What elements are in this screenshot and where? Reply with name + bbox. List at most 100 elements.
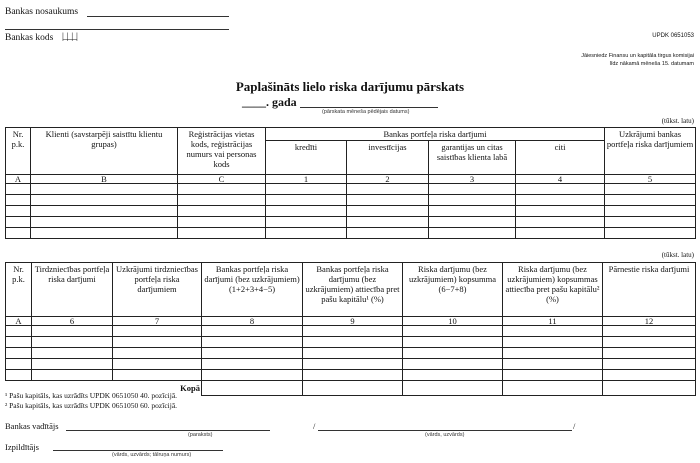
table-cell[interactable]: [346, 227, 429, 239]
submission-note-line: līdz nākamā mēneša 15. datumam: [609, 61, 694, 67]
table-cell[interactable]: [428, 183, 516, 195]
table-cell[interactable]: [265, 227, 347, 239]
table-cell[interactable]: [5, 216, 31, 228]
date-field[interactable]: [300, 107, 438, 108]
table-cell[interactable]: [177, 205, 266, 217]
table-cell[interactable]: [602, 347, 696, 359]
table-cell[interactable]: [201, 369, 303, 381]
table-cell[interactable]: [5, 227, 31, 239]
table-cell[interactable]: [31, 369, 113, 381]
table-cell[interactable]: [201, 325, 303, 337]
table-cell[interactable]: [428, 216, 516, 228]
executor-field[interactable]: [53, 450, 223, 451]
total-cell[interactable]: [502, 380, 603, 396]
table-cell[interactable]: [602, 325, 696, 337]
table-cell[interactable]: [602, 369, 696, 381]
table-cell[interactable]: [177, 194, 266, 206]
table-cell[interactable]: [5, 369, 32, 381]
table-cell[interactable]: [602, 336, 696, 348]
table-cell[interactable]: [31, 358, 113, 370]
table-cell[interactable]: [5, 347, 32, 359]
table-cell[interactable]: [5, 183, 31, 195]
table-cell[interactable]: [302, 347, 403, 359]
total-cell[interactable]: [201, 380, 303, 396]
table-cell[interactable]: [112, 347, 202, 359]
column-header: Uzkrājumi tirdzniecības portfeļa riska d…: [112, 262, 202, 317]
table-cell[interactable]: [604, 205, 697, 217]
table-cell[interactable]: [346, 183, 429, 195]
table-cell[interactable]: [514, 205, 606, 217]
table-cell[interactable]: [265, 205, 347, 217]
table-cell[interactable]: [402, 347, 503, 359]
table-cell[interactable]: [514, 194, 606, 206]
table-cell[interactable]: [402, 325, 503, 337]
table-cell[interactable]: [402, 369, 503, 381]
table-cell[interactable]: [502, 336, 603, 348]
table-cell[interactable]: [177, 227, 266, 239]
table-cell[interactable]: [265, 183, 347, 195]
table-cell[interactable]: [302, 358, 403, 370]
table-cell[interactable]: [31, 347, 113, 359]
table-cell[interactable]: [514, 216, 606, 228]
table-cell[interactable]: [346, 216, 429, 228]
bank-name-field[interactable]: [87, 16, 229, 17]
table-cell[interactable]: [177, 216, 266, 228]
table-cell[interactable]: [5, 325, 32, 337]
table-cell[interactable]: [112, 358, 202, 370]
table-cell[interactable]: [112, 325, 202, 337]
table-cell[interactable]: [346, 194, 429, 206]
table-cell[interactable]: [502, 358, 603, 370]
form-code: UPDK 0651053: [652, 33, 694, 39]
table-cell[interactable]: [201, 358, 303, 370]
table-cell[interactable]: [428, 227, 516, 239]
column-code: B: [30, 174, 178, 184]
table-cell[interactable]: [402, 336, 503, 348]
bank-name-field-line2[interactable]: [5, 29, 229, 30]
table-cell[interactable]: [112, 336, 202, 348]
table-cell[interactable]: [265, 216, 347, 228]
table-cell[interactable]: [5, 336, 32, 348]
table-cell[interactable]: [302, 336, 403, 348]
table-cell[interactable]: [31, 325, 113, 337]
table-cell[interactable]: [602, 358, 696, 370]
total-cell[interactable]: [602, 380, 696, 396]
table-cell[interactable]: [428, 205, 516, 217]
table-cell[interactable]: [30, 205, 178, 217]
table-cell[interactable]: [514, 183, 606, 195]
table-cell[interactable]: [30, 216, 178, 228]
table-cell[interactable]: [402, 358, 503, 370]
table-cell[interactable]: [502, 347, 603, 359]
total-cell[interactable]: [402, 380, 503, 396]
table-cell[interactable]: [604, 183, 697, 195]
table-cell[interactable]: [30, 194, 178, 206]
table-cell[interactable]: [177, 183, 266, 195]
table-cell[interactable]: [112, 369, 202, 381]
table-cell[interactable]: [514, 227, 606, 239]
column-header: citi: [514, 140, 606, 175]
bank-code-field[interactable]: |_|_|_|: [62, 32, 78, 42]
table-cell[interactable]: [201, 336, 303, 348]
table-cell[interactable]: [302, 369, 403, 381]
table-cell[interactable]: [604, 227, 697, 239]
column-header: Tirdzniecības portfeļa riska darījumi: [31, 262, 113, 317]
year-line[interactable]: ____. gada: [242, 95, 297, 109]
table-cell[interactable]: [265, 194, 347, 206]
table-cell[interactable]: [201, 347, 303, 359]
head-name-field[interactable]: [318, 430, 572, 431]
table-cell[interactable]: [30, 227, 178, 239]
total-cell[interactable]: [302, 380, 403, 396]
table-cell[interactable]: [428, 194, 516, 206]
table-cell[interactable]: [302, 325, 403, 337]
table-cell[interactable]: [502, 325, 603, 337]
column-code: 4: [514, 174, 606, 184]
table-cell[interactable]: [30, 183, 178, 195]
table-cell[interactable]: [346, 205, 429, 217]
table-cell[interactable]: [604, 194, 697, 206]
signature-field[interactable]: [66, 430, 270, 431]
table-cell[interactable]: [5, 194, 31, 206]
table-cell[interactable]: [5, 358, 32, 370]
table-cell[interactable]: [604, 216, 697, 228]
table-cell[interactable]: [5, 205, 31, 217]
table-cell[interactable]: [502, 369, 603, 381]
table-cell[interactable]: [31, 336, 113, 348]
